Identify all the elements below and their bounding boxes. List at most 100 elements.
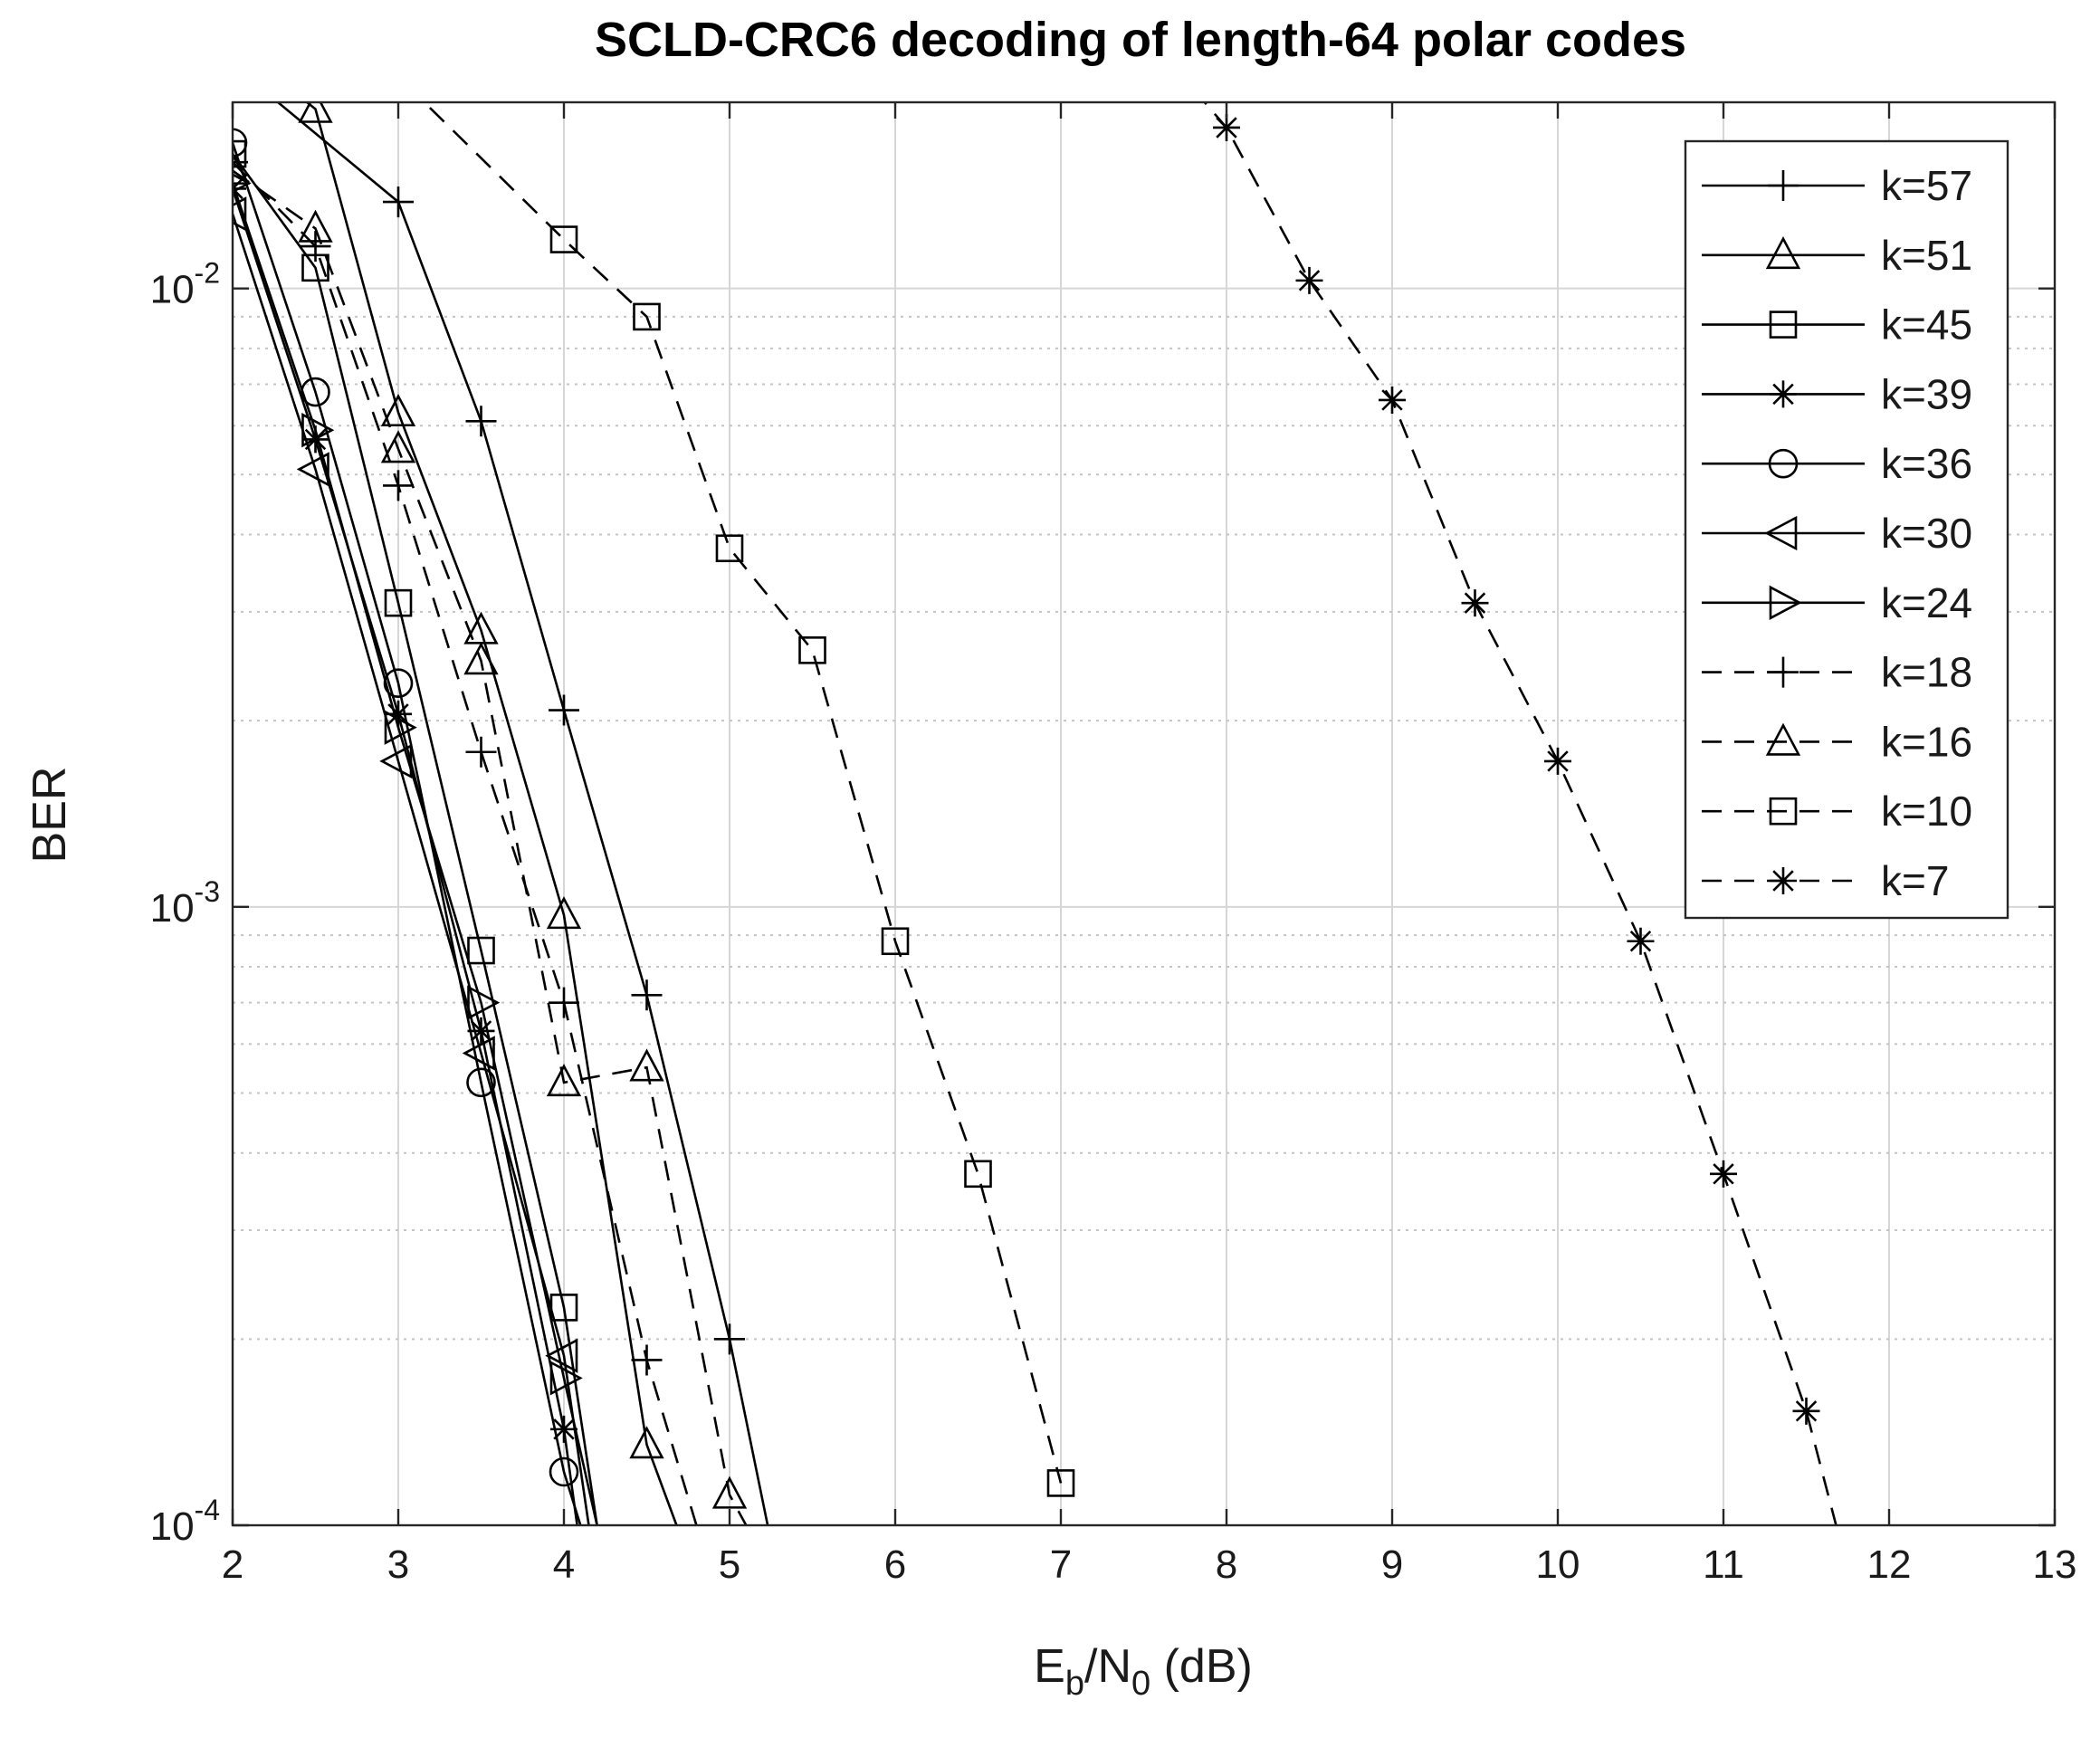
data-point <box>631 979 663 1011</box>
series-k-18 <box>233 147 698 1525</box>
data-point <box>1046 1469 1075 1497</box>
data-point <box>629 1048 664 1082</box>
data-point <box>379 743 413 779</box>
data-point <box>549 1361 583 1396</box>
legend-item: k=45 <box>1702 301 1972 349</box>
legend-item: k=30 <box>1702 510 1972 557</box>
series-k-10 <box>422 102 1075 1497</box>
x-axis-label-main: E <box>1034 1640 1065 1693</box>
series-layer <box>233 102 1838 1525</box>
y-tick-label-base: 10 <box>150 268 195 312</box>
x-tick-label: 12 <box>1867 1542 1912 1587</box>
legend-marker <box>1769 585 1802 620</box>
data-point <box>465 406 497 437</box>
data-point <box>881 927 910 956</box>
data-point <box>467 936 495 965</box>
legend-label: k=7 <box>1881 857 1949 904</box>
x-tick-label: 11 <box>1703 1542 1744 1587</box>
legend-label: k=16 <box>1881 718 1972 765</box>
data-point <box>546 1064 582 1097</box>
x-axis-label: Eb/N0 (dB) <box>1034 1640 1253 1703</box>
data-point <box>384 710 417 745</box>
data-point <box>383 186 414 218</box>
data-point <box>633 302 661 331</box>
data-point <box>964 1160 992 1189</box>
data-point <box>465 736 497 768</box>
data-point <box>1627 927 1655 955</box>
data-point <box>798 636 826 664</box>
y-axis-ticks: 10-210-310-4 <box>150 257 2055 1549</box>
data-point <box>298 209 333 243</box>
data-point <box>233 151 251 185</box>
data-point <box>1295 266 1323 294</box>
x-axis-label-tail: (dB) <box>1150 1640 1253 1693</box>
data-point <box>466 1067 496 1098</box>
data-point <box>467 985 501 1020</box>
legend-label: k=57 <box>1881 162 1972 209</box>
legend-marker <box>1769 310 1798 339</box>
data-point <box>715 534 744 563</box>
x-tick-label: 5 <box>719 1542 740 1587</box>
legend-item: k=18 <box>1702 649 1972 696</box>
y-tick-label-exponent: -4 <box>195 1494 220 1526</box>
y-tick-label-exponent: -2 <box>195 257 220 290</box>
data-point <box>463 642 499 675</box>
data-point <box>1213 113 1240 141</box>
y-tick-label: 10-4 <box>150 1494 220 1549</box>
legend-marker <box>1768 448 1799 479</box>
x-tick-label: 6 <box>884 1542 906 1587</box>
series-k-16 <box>233 151 748 1525</box>
legend-marker <box>1770 380 1797 408</box>
legend-marker <box>1764 515 1798 551</box>
data-point <box>385 700 412 728</box>
legend-item: k=57 <box>1702 162 1972 209</box>
y-tick-label-base: 10 <box>150 886 195 931</box>
series-line <box>233 188 578 1525</box>
data-point <box>233 128 248 158</box>
legend-label: k=51 <box>1881 232 1972 279</box>
data-point <box>233 196 247 232</box>
data-point <box>296 452 329 487</box>
series-line <box>233 182 598 1525</box>
x-axis-label-mid: /N <box>1084 1640 1131 1693</box>
data-point <box>545 1338 578 1373</box>
legend-label: k=45 <box>1881 301 1972 349</box>
legend-box <box>1684 139 2009 920</box>
x-axis-ticks: 2 3 4 5 6 7 8 9 10 11 12 13 <box>222 102 2076 1587</box>
data-point <box>1710 1160 1737 1188</box>
legend-item: k=10 <box>1702 788 1972 835</box>
data-point <box>298 102 333 123</box>
series-line <box>422 102 1063 1484</box>
data-point <box>549 225 578 253</box>
data-point <box>631 1344 663 1376</box>
data-point <box>1379 386 1406 414</box>
legend-label: k=36 <box>1881 440 1972 487</box>
data-point <box>550 1415 578 1443</box>
legend-item: k=36 <box>1702 440 1972 487</box>
series-line <box>1203 102 1838 1525</box>
series-k-36 <box>233 128 582 1525</box>
x-tick-label: 3 <box>387 1542 409 1587</box>
data-point <box>233 147 248 178</box>
data-point <box>467 1017 495 1045</box>
data-point <box>462 1036 495 1071</box>
data-point <box>549 1456 579 1487</box>
data-point <box>300 231 331 263</box>
x-tick-label: 7 <box>1050 1542 1072 1587</box>
data-point <box>383 668 414 699</box>
legend-item: k=51 <box>1702 232 1972 279</box>
series-line <box>233 169 748 1525</box>
series-k-24 <box>233 173 598 1525</box>
x-tick-label: 10 <box>1536 1542 1580 1587</box>
plot-frame <box>231 100 2057 1527</box>
y-tick-label-base: 10 <box>150 1504 195 1549</box>
data-point <box>380 393 416 427</box>
data-point <box>714 1323 745 1355</box>
x-tick-label: 9 <box>1381 1542 1403 1587</box>
data-point <box>549 694 579 726</box>
legend-label: k=24 <box>1881 579 1972 626</box>
y-tick-label-exponent: -3 <box>195 875 220 908</box>
x-tick-label: 8 <box>1216 1542 1237 1587</box>
data-point <box>233 173 252 194</box>
data-point <box>549 987 579 1018</box>
